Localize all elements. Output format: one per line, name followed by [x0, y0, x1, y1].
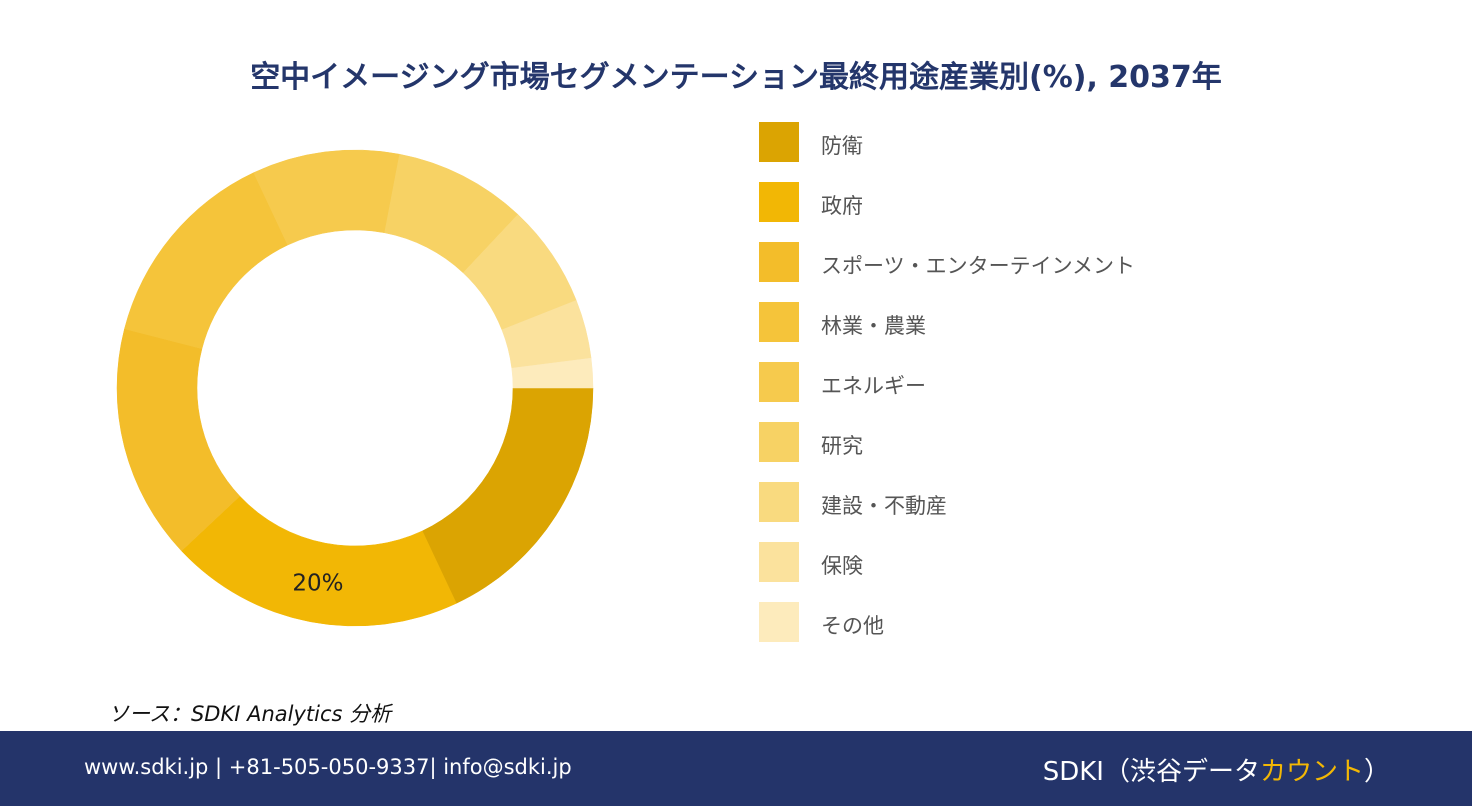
legend-label: 防衛 [821, 134, 863, 158]
brand-close: ） [1363, 757, 1390, 787]
legend-swatch [759, 362, 799, 402]
legend-item: 建設・不動産 [759, 482, 1259, 522]
donut-slice [421, 387, 594, 604]
legend-swatch [759, 482, 799, 522]
legend-label: 政府 [821, 194, 863, 218]
legend-label: スポーツ・エンターテインメント [821, 254, 1135, 278]
legend-swatch [759, 542, 799, 582]
legend-item: スポーツ・エンターテインメント [759, 242, 1259, 282]
brand-accent: カウント [1259, 757, 1364, 787]
legend-label: その他 [821, 614, 884, 638]
legend-item: 防衛 [759, 122, 1259, 162]
legend-label: 林業・農業 [821, 314, 926, 338]
legend-swatch [759, 602, 799, 642]
legend-item: 保険 [759, 542, 1259, 582]
footer-brand: SDKI（渋谷データカウント） [1043, 751, 1390, 788]
brand-main: SDKI（渋谷データ [1042, 757, 1260, 787]
legend-label: 保険 [821, 554, 863, 578]
legend-item: 研究 [759, 422, 1259, 462]
source-note: ソース：SDKI Analytics 分析 [108, 702, 392, 726]
donut-slice [511, 357, 594, 389]
legend-label: 建設・不動産 [821, 494, 947, 518]
donut-chart: 20% [116, 149, 594, 627]
legend-swatch [759, 242, 799, 282]
chart-title: 空中イメージング市場セグメンテーション最終用途産業別(%), 2037年 [250, 60, 1222, 95]
legend-swatch [759, 302, 799, 342]
donut-slice [124, 172, 289, 350]
donut-slice [181, 495, 457, 627]
footer-bar: www.sdki.jp | +81-505-050-9337| info@sdk… [0, 731, 1472, 806]
legend-swatch [759, 422, 799, 462]
legend-swatch [759, 182, 799, 222]
legend-item: 林業・農業 [759, 302, 1259, 342]
legend-item: エネルギー [759, 362, 1259, 402]
legend-item: その他 [759, 602, 1259, 642]
slice-data-label: 20% [292, 570, 343, 596]
legend-label: 研究 [821, 434, 863, 458]
legend-swatch [759, 122, 799, 162]
footer-contact: www.sdki.jp | +81-505-050-9337| info@sdk… [84, 755, 572, 779]
legend-label: エネルギー [821, 374, 926, 398]
legend-item: 政府 [759, 182, 1259, 222]
